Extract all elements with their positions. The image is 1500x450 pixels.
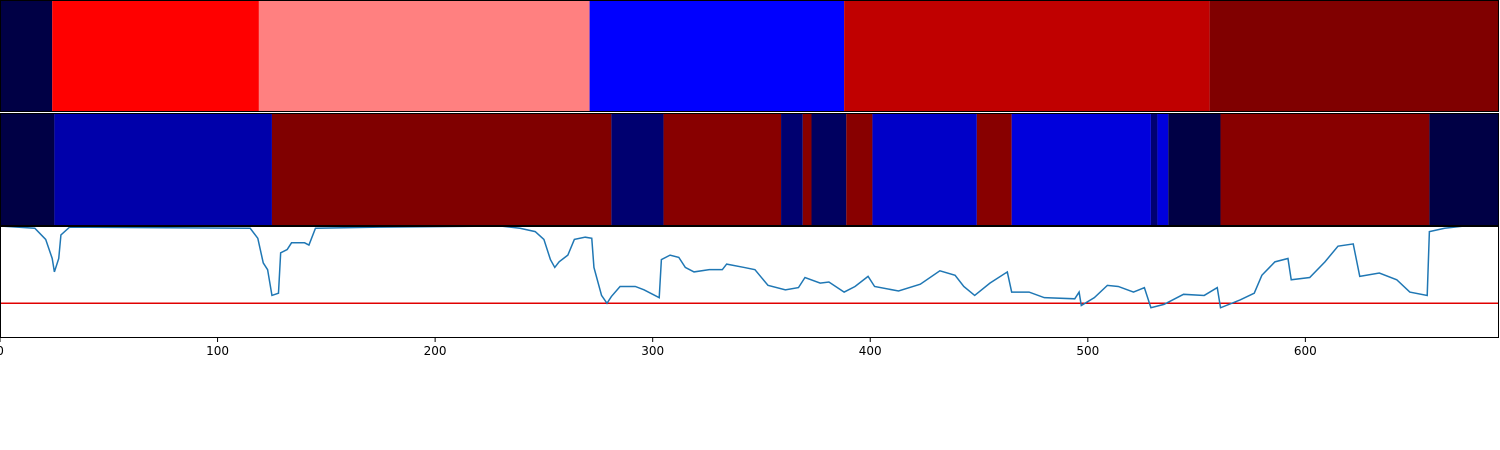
segment — [1011, 113, 1151, 226]
segment — [0, 0, 53, 112]
segment — [844, 0, 1210, 112]
segment — [1209, 0, 1499, 112]
x-tick-label: 0 — [0, 344, 4, 358]
segment — [976, 113, 1012, 226]
panel-frame — [0, 226, 1499, 338]
segment — [872, 113, 977, 226]
segment — [846, 113, 873, 226]
segment — [663, 113, 782, 226]
plot-area — [0, 226, 1499, 309]
data-line — [0, 226, 1465, 309]
segment — [781, 113, 803, 226]
x-tick-label: 400 — [859, 344, 882, 358]
segment — [0, 113, 55, 226]
x-tick-label: 300 — [641, 344, 664, 358]
segment — [1157, 113, 1169, 226]
segment — [1168, 113, 1221, 226]
segment — [1150, 113, 1158, 226]
segment — [52, 0, 259, 112]
segment — [271, 113, 612, 226]
panel-frame — [0, 0, 1499, 112]
segment — [258, 0, 590, 112]
segment — [1220, 113, 1430, 226]
x-tick-label: 100 — [206, 344, 229, 358]
segment — [802, 113, 812, 226]
panel-frame — [0, 113, 1499, 226]
x-tick-label: 200 — [424, 344, 447, 358]
segment — [1429, 113, 1499, 226]
x-tick-label: 500 — [1076, 344, 1099, 358]
segment — [811, 113, 847, 226]
segment — [589, 0, 845, 112]
segment — [611, 113, 664, 226]
segment — [54, 113, 272, 226]
x-tick-label: 600 — [1294, 344, 1317, 358]
